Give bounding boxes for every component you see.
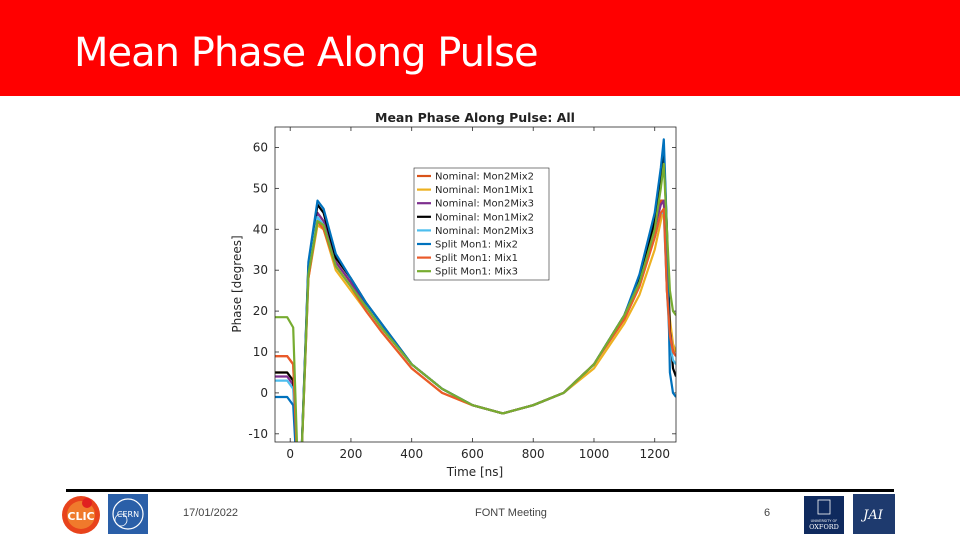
x-tick-label: 200	[339, 447, 362, 461]
legend-entry: Nominal: Mon1Mix1	[435, 185, 534, 196]
y-tick-label: -10	[248, 427, 268, 441]
legend-entry: Split Mon1: Mix3	[435, 267, 518, 278]
svg-text:CLIC: CLIC	[67, 510, 94, 523]
x-tick-label: 800	[522, 447, 545, 461]
y-tick-label: 0	[260, 386, 268, 400]
y-tick-label: 40	[253, 222, 268, 236]
page-number: 6	[764, 507, 771, 519]
svg-text:UNIVERSITY OF: UNIVERSITY OF	[811, 519, 838, 523]
footer-rule	[66, 489, 894, 492]
title-bar	[0, 0, 960, 96]
svg-text:JAI: JAI	[860, 508, 884, 523]
legend-box	[413, 167, 550, 281]
y-tick-label: 30	[253, 263, 268, 277]
x-tick-label: 1000	[579, 447, 610, 461]
clic-logo: CLIC	[62, 496, 100, 534]
y-axis-label: Phase [degrees]	[230, 235, 244, 332]
footer-center-text: FONT Meeting	[475, 507, 547, 519]
y-tick-label: 20	[253, 304, 268, 318]
series-lines	[275, 138, 676, 442]
series-line	[275, 162, 676, 442]
footer-date: 17/01/2022	[183, 507, 239, 519]
cern-logo: CERN	[108, 494, 148, 534]
svg-text:OXFORD: OXFORD	[809, 523, 839, 531]
x-tick-label: 600	[461, 447, 484, 461]
x-axis-label: Time [ns]	[446, 465, 503, 479]
legend-entry: Nominal: Mon2Mix3	[435, 199, 534, 210]
x-tick-label: 0	[286, 447, 294, 461]
chart-title: Mean Phase Along Pulse: All	[375, 110, 575, 125]
axis-ticks: 0 200 400 600 800 1000 1200 -10 0 10 20 30 40 50 60	[248, 127, 676, 461]
plot-frame	[274, 126, 677, 443]
y-tick-label: 60	[253, 140, 268, 154]
legend-entry: Nominal: Mon2Mix2	[435, 172, 534, 183]
x-tick-label: 1200	[639, 447, 670, 461]
oxford-logo: UNIVERSITY OF OXFORD	[804, 496, 844, 534]
y-tick-label: 10	[253, 345, 268, 359]
legend: Nominal: Mon2Mix2 Nominal: Mon1Mix1 Nomina…	[413, 167, 550, 281]
jai-logo: JAI	[853, 494, 895, 534]
legend-entry: Split Mon1: Mix1	[435, 253, 518, 264]
svg-text:CERN: CERN	[117, 510, 139, 519]
legend-entry: Nominal: Mon2Mix3	[435, 226, 534, 237]
y-tick-label: 50	[253, 181, 268, 195]
line-chart: Mean Phase Along Pulse: All 0 200 400 600 80…	[230, 110, 677, 479]
legend-entry: Nominal: Mon1Mix2	[435, 212, 534, 223]
legend-entry: Split Mon1: Mix2	[435, 240, 518, 251]
slide-title: Mean Phase Along Pulse	[74, 30, 539, 76]
x-tick-label: 400	[400, 447, 423, 461]
